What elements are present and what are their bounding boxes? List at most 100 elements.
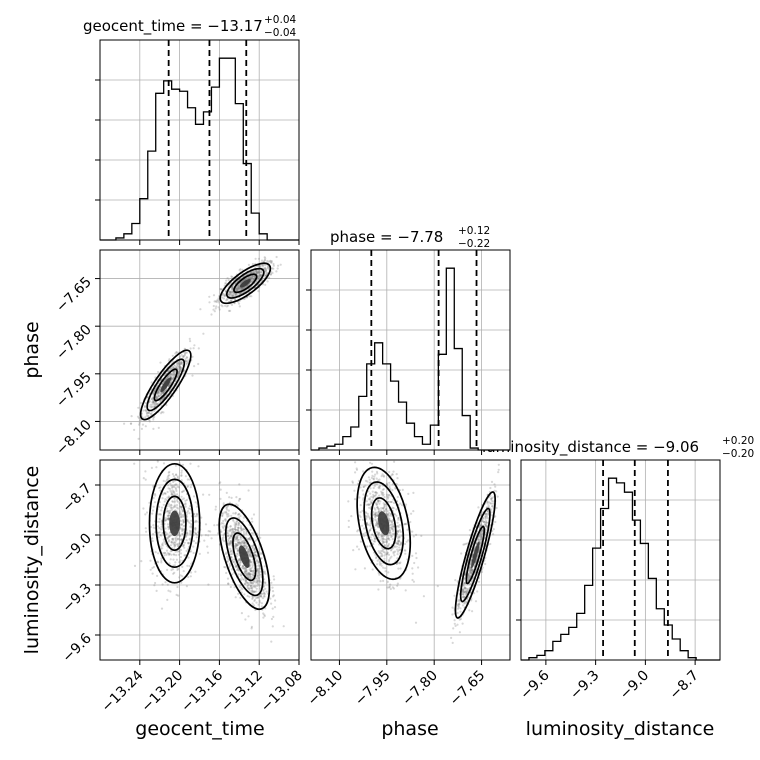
panel-2d-geocent-time-phase: −8.10−7.95−7.80−7.65 — [53, 249, 300, 459]
scatter-point — [248, 573, 251, 576]
scatter-point — [241, 291, 244, 294]
scatter-point — [265, 272, 268, 275]
scatter-point — [241, 540, 244, 543]
scatter-point — [257, 264, 260, 268]
scatter-point — [377, 486, 380, 489]
scatter-point — [374, 537, 377, 540]
scatter-point — [169, 375, 172, 378]
scatter-point — [166, 583, 169, 586]
scatter-point — [207, 530, 210, 533]
scatter-point — [169, 550, 172, 553]
scatter-point — [396, 542, 399, 545]
scatter-point — [239, 559, 242, 562]
scatter-point — [170, 553, 173, 556]
scatter-point — [180, 474, 183, 477]
scatter-point — [224, 552, 228, 556]
scatter-point — [175, 504, 179, 507]
scatter-point — [491, 505, 494, 508]
scatter-point — [383, 541, 386, 544]
scatter-point — [164, 527, 167, 530]
scatter-point — [184, 502, 187, 505]
scatter-point — [366, 545, 369, 548]
title-geocent-time-median: −13.17 — [207, 17, 263, 35]
scatter-point — [397, 525, 400, 529]
scatter-point — [232, 531, 235, 534]
scatter-point — [361, 524, 364, 527]
scatter-point — [382, 534, 385, 537]
scatter-point — [469, 569, 472, 573]
scatter-point — [250, 555, 253, 559]
scatter-point — [145, 511, 149, 514]
scatter-point — [180, 362, 183, 365]
scatter-point — [137, 406, 140, 409]
scatter-point — [157, 513, 160, 516]
scatter-point — [163, 380, 166, 383]
y-tick-label-phase-2: −7.80 — [53, 322, 95, 364]
scatter-point — [142, 507, 145, 510]
scatter-point — [256, 568, 259, 572]
scatter-point — [184, 360, 188, 363]
scatter-point — [182, 528, 186, 531]
scatter-point — [256, 571, 259, 575]
scatter-point — [180, 469, 183, 472]
scatter-point — [272, 264, 275, 267]
scatter-point — [227, 582, 230, 585]
scatter-point — [170, 568, 173, 572]
scatter-point — [382, 579, 385, 583]
scatter-point — [236, 289, 239, 292]
scatter-point — [479, 533, 482, 536]
scatter-point — [173, 571, 176, 574]
scatter-point — [239, 526, 243, 529]
scatter-point — [151, 398, 154, 401]
scatter-point — [470, 599, 473, 602]
scatter-point — [484, 523, 487, 527]
scatter-point — [248, 572, 251, 575]
scatter-point — [181, 575, 184, 578]
scatter-point — [247, 547, 250, 551]
scatter-point — [458, 631, 461, 634]
scatter-point — [366, 494, 369, 497]
scatter-point — [263, 570, 266, 573]
scatter-point — [180, 538, 183, 541]
scatter-point — [384, 570, 387, 573]
scatter-point — [178, 367, 181, 370]
scatter-point — [223, 294, 226, 297]
scatter-point — [250, 590, 253, 593]
scatter-point — [362, 485, 365, 488]
scatter-point — [354, 568, 357, 571]
scatter-point — [152, 401, 155, 404]
scatter-point — [459, 617, 462, 621]
scatter-point — [156, 574, 159, 578]
scatter-point — [234, 564, 238, 567]
scatter-point — [175, 473, 178, 476]
scatter-point — [249, 561, 252, 564]
scatter-point — [255, 558, 258, 561]
scatter-point — [180, 515, 183, 518]
scatter-point — [392, 530, 395, 533]
scatter-point — [171, 486, 174, 489]
scatter-point — [178, 368, 181, 371]
scatter-point — [484, 523, 487, 526]
scatter-point — [234, 537, 237, 541]
scatter-point — [180, 360, 183, 363]
scatter-point — [388, 531, 392, 534]
scatter-point — [162, 462, 166, 465]
scatter-point — [177, 507, 180, 510]
scatter-point — [376, 506, 379, 509]
scatter-point — [381, 554, 384, 557]
scatter-point — [236, 287, 239, 290]
scatter-point — [386, 544, 390, 547]
scatter-point — [481, 566, 484, 569]
scatter-point — [415, 556, 418, 560]
scatter-point — [482, 520, 485, 523]
scatter-point — [186, 478, 189, 481]
scatter-point — [468, 574, 471, 577]
scatter-point — [247, 550, 250, 553]
scatter-point — [234, 293, 237, 296]
scatter-point — [246, 574, 249, 577]
scatter-point — [249, 567, 252, 571]
scatter-point — [410, 512, 413, 515]
scatter-point — [157, 531, 160, 535]
scatter-point — [157, 561, 160, 564]
scatter-point — [393, 546, 396, 549]
